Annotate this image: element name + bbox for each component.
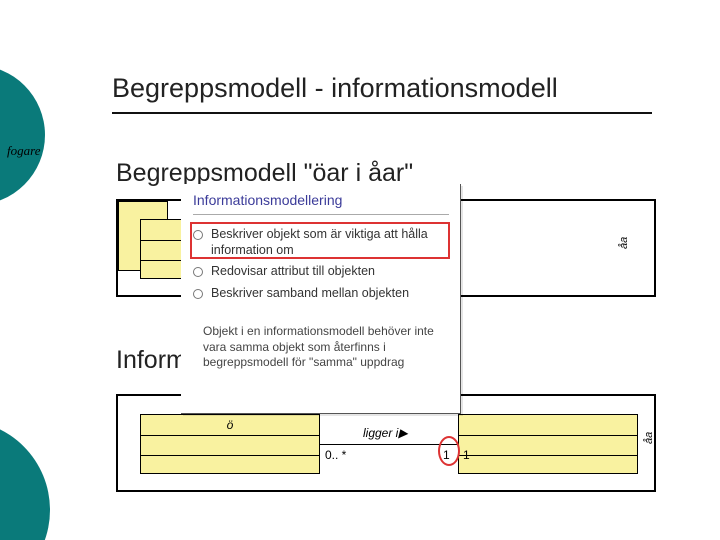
- decor-circle-top: [0, 65, 45, 205]
- uml-class-lower-left: ö: [140, 414, 320, 474]
- list-item: Beskriver samband mellan objekten: [193, 283, 449, 305]
- slide: fogare Begreppsmodell - informationsmode…: [0, 0, 720, 540]
- uml-class-lower-right: [458, 414, 638, 474]
- subtitle-2: Inform: [116, 346, 187, 375]
- bullet-icon: [193, 289, 203, 299]
- title-underline: [112, 112, 652, 114]
- uml-lower-right-label: åa: [643, 432, 655, 444]
- uml-association-line: [320, 444, 458, 445]
- watermark-text: fogare: [7, 143, 40, 159]
- uml-association-label: ligger i▶: [363, 426, 408, 440]
- bullet-icon: [193, 267, 203, 277]
- highlight-box: [190, 222, 450, 259]
- decor-circle-bottom: [0, 420, 50, 540]
- uml-multiplicity-left: 0.. *: [325, 448, 346, 462]
- highlight-ellipse: [438, 436, 460, 466]
- uml-multiplicity-right-b: 1: [463, 448, 470, 462]
- popup-item-3: Beskriver samband mellan objekten: [211, 286, 409, 302]
- list-item: Redovisar attribut till objekten: [193, 261, 449, 283]
- uml-upper-right-label: åa: [618, 237, 630, 249]
- popup-note: Informationsmodellering Beskriver objekt…: [181, 184, 461, 414]
- popup-title: Informationsmodellering: [193, 192, 342, 208]
- popup-footnote: Objekt i en informationsmodell behöver i…: [203, 324, 443, 371]
- popup-divider: [193, 214, 449, 215]
- popup-item-2: Redovisar attribut till objekten: [211, 264, 375, 280]
- uml-class-left-name: ö: [227, 418, 234, 432]
- page-title: Begreppsmodell - informationsmodell: [112, 73, 558, 104]
